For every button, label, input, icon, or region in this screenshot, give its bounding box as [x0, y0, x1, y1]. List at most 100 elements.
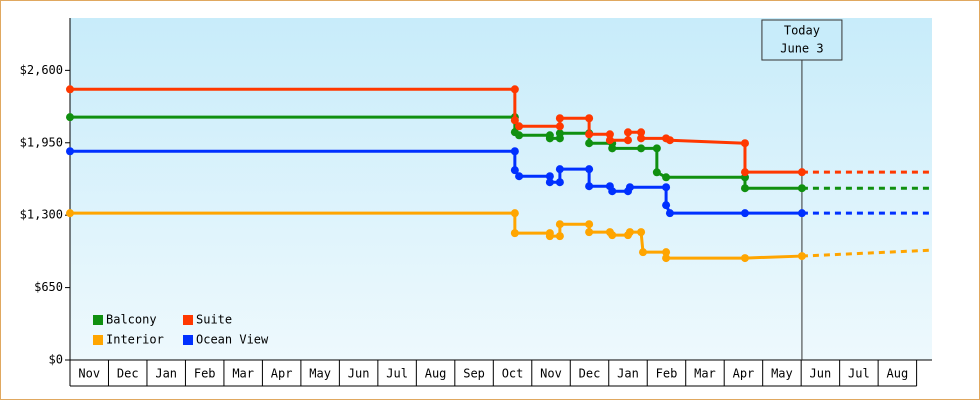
today-label: Today — [784, 24, 820, 38]
y-tick-label: $2,600 — [20, 63, 63, 77]
price-point — [510, 147, 519, 156]
price-point — [623, 136, 632, 145]
price-point — [545, 178, 554, 187]
x-tick-label: Dec — [579, 367, 601, 381]
price-point — [66, 85, 74, 94]
price-point — [652, 144, 661, 153]
y-tick-label: $650 — [34, 280, 63, 294]
x-tick-label: Sep — [463, 367, 485, 381]
x-tick-label: Jan — [155, 367, 177, 381]
y-tick-label: $1,950 — [20, 135, 63, 149]
price-point — [740, 254, 749, 263]
x-tick-label: Aug — [887, 367, 909, 381]
x-tick-label: Oct — [502, 367, 524, 381]
legend-swatch — [93, 315, 103, 325]
price-point — [585, 220, 594, 229]
x-tick-label: Feb — [656, 367, 678, 381]
price-point — [585, 228, 594, 237]
price-point — [662, 254, 671, 263]
price-point — [797, 184, 806, 193]
price-point — [625, 183, 634, 192]
today-box — [761, 19, 843, 61]
price-point — [797, 209, 806, 218]
x-tick-label: Jan — [617, 367, 639, 381]
price-point — [585, 165, 594, 174]
y-tick-label: $0 — [49, 353, 63, 367]
x-tick-label: Dec — [117, 367, 139, 381]
legend-label: Suite — [196, 313, 232, 327]
price-point — [555, 220, 564, 229]
price-point — [585, 182, 594, 191]
price-point — [637, 128, 646, 137]
price-point — [637, 228, 646, 237]
price-point — [555, 114, 564, 123]
price-point — [555, 129, 564, 138]
price-point — [515, 122, 524, 131]
x-tick-label: May — [771, 367, 793, 381]
price-point — [605, 136, 614, 145]
price-point — [740, 168, 749, 177]
price-point — [585, 130, 594, 139]
price-point — [515, 172, 524, 181]
price-point — [605, 130, 614, 139]
price-point — [585, 114, 594, 123]
x-tick-label: Aug — [425, 367, 447, 381]
price-point — [545, 134, 554, 143]
x-tick-label: Jul — [386, 367, 408, 381]
legend-label: Ocean View — [196, 333, 269, 347]
x-tick-label: Jul — [848, 367, 870, 381]
x-tick-label: Jun — [348, 367, 370, 381]
x-tick-label: Apr — [271, 367, 293, 381]
x-tick-label: Mar — [694, 367, 716, 381]
price-point — [510, 209, 519, 218]
price-point — [740, 184, 749, 193]
legend-label: Interior — [106, 333, 164, 347]
price-point — [608, 144, 617, 153]
x-tick-label: Jun — [810, 367, 832, 381]
price-point — [555, 178, 564, 187]
x-tick-label: Mar — [232, 367, 254, 381]
x-tick-label: Nov — [78, 367, 100, 381]
price-point — [515, 131, 524, 140]
x-tick-label: Nov — [540, 367, 562, 381]
price-point — [623, 128, 632, 137]
price-point — [66, 209, 74, 218]
price-point — [665, 136, 674, 145]
x-tick-label: Feb — [194, 367, 216, 381]
price-point — [665, 209, 674, 218]
price-point — [797, 168, 806, 177]
x-tick-label: May — [309, 367, 331, 381]
price-point — [637, 134, 646, 143]
price-point — [555, 232, 564, 241]
price-point — [66, 113, 74, 122]
price-point — [625, 228, 634, 237]
legend-swatch — [183, 335, 193, 345]
price-point — [66, 147, 74, 156]
price-point — [638, 248, 647, 257]
price-point — [740, 139, 749, 148]
price-point — [555, 165, 564, 174]
price-point — [510, 116, 519, 125]
price-point — [652, 168, 661, 177]
today-label: June 3 — [780, 42, 823, 56]
price-point — [545, 232, 554, 241]
price-point — [510, 85, 519, 94]
price-point — [637, 144, 646, 153]
price-point — [608, 231, 617, 240]
price-point — [662, 248, 671, 257]
price-point — [662, 183, 671, 192]
price-point — [555, 122, 564, 131]
x-tick-label: Apr — [733, 367, 755, 381]
price-point — [740, 209, 749, 218]
price-point — [797, 252, 806, 261]
legend-swatch — [183, 315, 193, 325]
price-point — [662, 173, 671, 182]
y-tick-label: $1,300 — [20, 208, 63, 222]
price-point — [662, 201, 671, 210]
price-point — [545, 172, 554, 181]
legend-swatch — [93, 335, 103, 345]
price-point — [608, 187, 617, 196]
price-point — [510, 166, 519, 175]
legend-label: Balcony — [106, 313, 157, 327]
